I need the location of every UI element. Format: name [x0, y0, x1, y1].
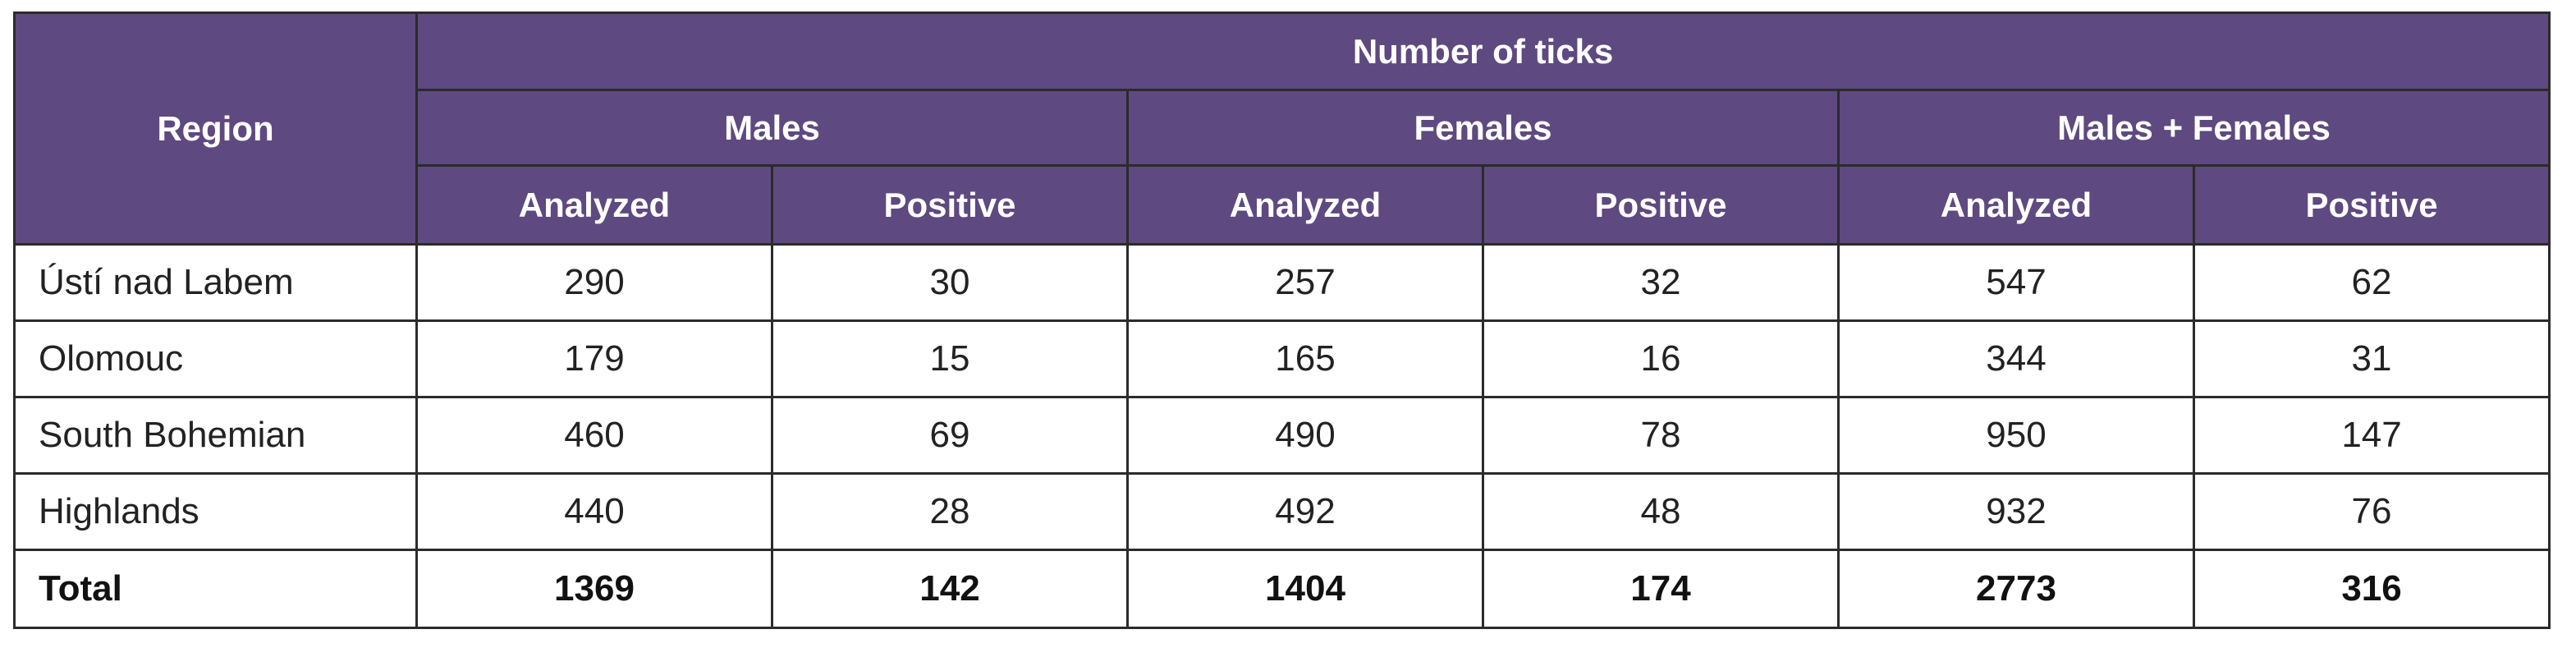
region-cell: Highlands — [13, 472, 418, 551]
table-row: Highlands 440 28 492 48 932 76 — [13, 472, 2551, 551]
total-analyzed-total-cell: 2773 — [1837, 549, 2195, 629]
males-header: Males — [415, 89, 1129, 167]
table-body: Ústí nad Labem 290 30 257 32 547 62 Olom… — [13, 243, 2551, 629]
males-analyzed-header: Analyzed — [415, 164, 773, 246]
table-header: Region Number of ticks Males Females Mal… — [13, 11, 2551, 246]
females-analyzed-cell: 490 — [1126, 396, 1484, 475]
females-positive-cell: 48 — [1482, 472, 1840, 551]
total-analyzed-cell: 547 — [1837, 243, 2195, 322]
males-females-header: Males + Females — [1836, 89, 2551, 167]
tick-data-table-container: Region Number of ticks Males Females Mal… — [13, 11, 2551, 629]
region-cell: South Bohemian — [13, 396, 418, 475]
females-analyzed-cell: 492 — [1126, 472, 1484, 551]
females-positive-total-cell: 174 — [1482, 549, 1840, 629]
total-positive-cell: 62 — [2192, 243, 2551, 322]
total-row: Total 1369 142 1404 174 2773 316 — [13, 549, 2551, 629]
region-cell: Olomouc — [13, 319, 418, 398]
tick-data-table: Region Number of ticks Males Females Mal… — [13, 11, 2551, 629]
males-positive-cell: 69 — [771, 396, 1129, 475]
total-analyzed-cell: 932 — [1837, 472, 2195, 551]
table-row: South Bohemian 460 69 490 78 950 147 — [13, 396, 2551, 475]
males-analyzed-total-cell: 1369 — [415, 549, 773, 629]
region-column-header: Region — [13, 11, 418, 246]
total-analyzed-cell: 344 — [1837, 319, 2195, 398]
males-positive-cell: 28 — [771, 472, 1129, 551]
number-of-ticks-header: Number of ticks — [415, 11, 2551, 91]
females-analyzed-cell: 165 — [1126, 319, 1484, 398]
total-label-cell: Total — [13, 549, 418, 629]
table-row: Ústí nad Labem 290 30 257 32 547 62 — [13, 243, 2551, 322]
males-positive-total-cell: 142 — [771, 549, 1129, 629]
females-positive-cell: 32 — [1482, 243, 1840, 322]
males-positive-header: Positive — [771, 164, 1129, 246]
total-positive-cell: 76 — [2192, 472, 2551, 551]
females-analyzed-cell: 257 — [1126, 243, 1484, 322]
males-analyzed-cell: 460 — [415, 396, 773, 475]
males-analyzed-cell: 290 — [415, 243, 773, 322]
total-positive-cell: 31 — [2192, 319, 2551, 398]
females-analyzed-total-cell: 1404 — [1126, 549, 1484, 629]
males-positive-cell: 15 — [771, 319, 1129, 398]
females-positive-cell: 78 — [1482, 396, 1840, 475]
total-positive-total-cell: 316 — [2192, 549, 2551, 629]
males-analyzed-cell: 179 — [415, 319, 773, 398]
females-positive-header: Positive — [1482, 164, 1840, 246]
females-analyzed-header: Analyzed — [1126, 164, 1484, 246]
females-header: Females — [1126, 89, 1840, 167]
males-positive-cell: 30 — [771, 243, 1129, 322]
region-cell: Ústí nad Labem — [13, 243, 418, 322]
table-row: Olomouc 179 15 165 16 344 31 — [13, 319, 2551, 398]
females-positive-cell: 16 — [1482, 319, 1840, 398]
total-analyzed-cell: 950 — [1837, 396, 2195, 475]
total-analyzed-header: Analyzed — [1837, 164, 2195, 246]
males-analyzed-cell: 440 — [415, 472, 773, 551]
total-positive-cell: 147 — [2192, 396, 2551, 475]
total-positive-header: Positive — [2192, 164, 2551, 246]
